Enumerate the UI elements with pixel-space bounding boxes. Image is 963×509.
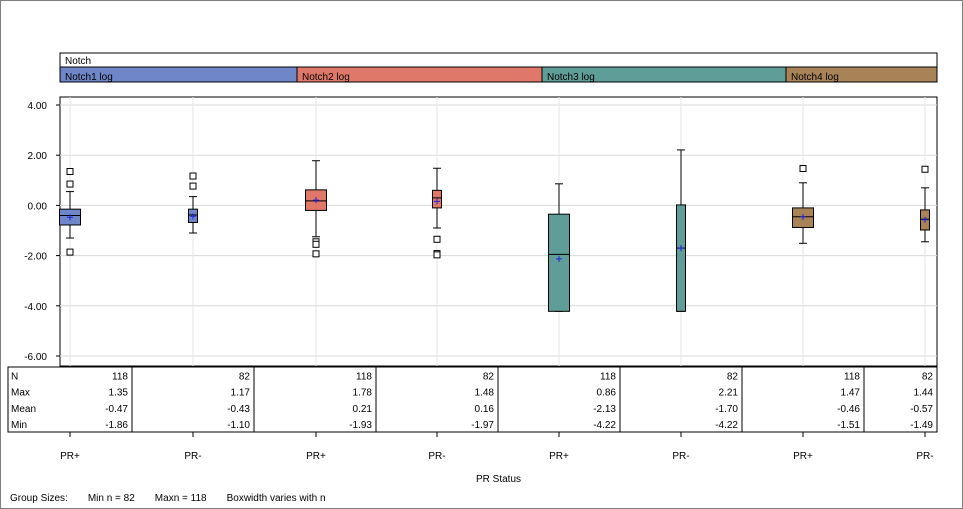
stats-row-label: Min [11,420,27,431]
stats-cell: -0.46 [837,404,860,415]
box-width-note: Boxwidth varies with n [226,493,326,504]
header-title-box [59,52,938,68]
outlier-point [799,165,807,173]
max-n-label: Maxn = 118 [154,493,207,504]
stats-cell: -4.22 [715,420,738,431]
y-tick-label: -6.00 [24,352,47,363]
mean-marker [190,213,196,220]
x-tick-label: PR- [428,451,445,462]
stats-cell: -0.43 [227,404,250,415]
outlier-point [433,251,441,259]
outlier-point [66,248,74,256]
stats-cell: 118 [112,371,128,382]
group-sizes-footer: Group Sizes: Min n = 82 Maxn = 118 Boxwidth… [10,493,346,504]
x-tick-label: PR+ [306,451,326,462]
stats-cell: 0.86 [597,388,617,399]
x-tick-label: PR+ [793,451,813,462]
stats-row-label: Max [11,388,30,399]
stats-cell: 118 [356,371,372,382]
stats-cell: 1.47 [841,388,861,399]
mean-marker [800,213,806,220]
mean-marker [313,197,319,204]
group-header-label-1: Notch1 log [65,72,113,83]
x-tick-label: PR- [916,451,933,462]
stats-cell: -0.47 [105,404,128,415]
stats-cell: -0.57 [910,404,933,415]
group-header-label-2: Notch2 log [302,72,350,83]
group-header-label-3: Notch3 log [547,72,595,83]
y-tick-label: 4.00 [28,101,48,112]
y-tick-label: 0.00 [28,201,48,212]
box [676,204,686,312]
stats-cell: 82 [922,371,934,382]
stats-cell: 1.78 [353,388,373,399]
x-tick-label: PR- [672,451,689,462]
stats-cell: 1.48 [475,388,495,399]
stats-cell: -2.13 [593,404,616,415]
mean-marker [556,255,562,262]
x-tick-label: PR- [184,451,201,462]
stats-row-label: N [11,371,18,382]
mean-marker [434,198,440,205]
outlier-point [312,240,320,248]
stats-cell: -1.10 [227,420,250,431]
stats-cell: 82 [483,371,495,382]
mean-marker [67,214,73,221]
group-header-label-4: Notch4 log [791,72,839,83]
stats-cell: 1.44 [914,388,934,399]
stats-cell: 0.21 [353,404,373,415]
stats-table [7,366,938,433]
x-tick-label: PR+ [549,451,569,462]
outlier-point [433,235,441,243]
group-header-4 [785,66,938,83]
box [548,213,570,312]
outlier-point [312,250,320,258]
stats-cell: -1.93 [349,420,372,431]
stats-cell: -1.70 [715,404,738,415]
stats-cell: 82 [727,371,739,382]
outlier-point [66,180,74,188]
stats-cell: 1.17 [231,388,251,399]
y-tick-label: 2.00 [28,151,48,162]
stats-cell: 1.35 [109,388,129,399]
stats-cell: -4.22 [593,420,616,431]
stats-cell: 0.16 [475,404,495,415]
mean-marker [678,245,684,252]
stats-cell: -1.49 [910,420,933,431]
y-tick-label: -4.00 [24,302,47,313]
group-sizes-label: Group Sizes: [10,493,68,504]
stats-row-label: Mean [11,404,36,415]
outlier-point [921,165,929,173]
stats-cell: -1.86 [105,420,128,431]
outlier-point [189,182,197,190]
x-axis-title: PR Status [476,474,521,485]
stats-cell: 118 [600,371,616,382]
stats-cell: 118 [844,371,860,382]
outlier-point [189,172,197,180]
x-tick-label: PR+ [60,451,80,462]
stats-cell: 2.21 [719,388,739,399]
min-n-label: Min n = 82 [87,493,135,504]
plot-area [59,96,938,367]
stats-cell: -1.51 [837,420,860,431]
stats-cell: 82 [239,371,251,382]
outlier-point [66,168,74,176]
mean-marker [922,216,928,223]
header-title: Notch [65,56,91,67]
stats-cell: -1.97 [471,420,494,431]
y-tick-label: -2.00 [24,252,47,263]
